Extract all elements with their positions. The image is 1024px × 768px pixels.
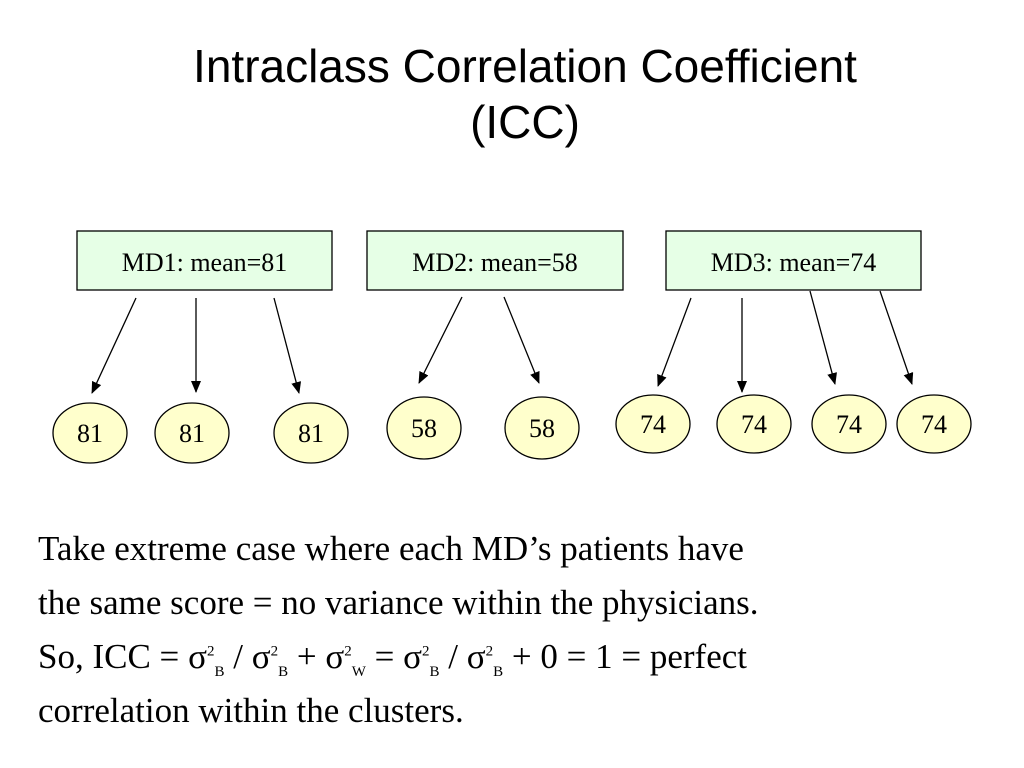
md1-patient-node (154, 402, 230, 464)
md3-patient-score: 74 (921, 410, 947, 439)
md1-patient-score: 81 (179, 419, 205, 448)
explanation-line-2: the same score = no variance within the … (38, 583, 759, 622)
md3-box (665, 230, 922, 291)
arrow-md3-4 (879, 290, 914, 385)
md3-patient-node (896, 394, 972, 454)
md3-patient-score: 74 (640, 410, 666, 439)
md1-patient-node (273, 402, 349, 464)
arrow-md3-3 (809, 290, 837, 385)
between-subscript: B (429, 664, 440, 680)
md2-patient-node (504, 396, 580, 460)
slide-title: Intraclass Correlation Coefficient (ICC) (0, 38, 1024, 150)
arrow-md1-1 (91, 297, 137, 394)
md1-patient-score: 81 (298, 419, 324, 448)
title-line-1: Intraclass Correlation Coefficient (193, 40, 857, 92)
between-subscript: B (493, 664, 504, 680)
md1-patient-score: 81 (77, 419, 103, 448)
md1-patient-node (52, 402, 128, 464)
icc-formula: So, ICC = σ2B / σ2B + σ2W = σ2B / σ2B + … (38, 630, 1018, 684)
md1-box-label: MD1: mean=81 (122, 248, 288, 277)
md2-patient-score: 58 (529, 414, 555, 443)
title-line-2: (ICC) (470, 96, 580, 148)
sigma-symbol: σ (325, 637, 345, 676)
plus-sign: + (288, 637, 326, 676)
arrow-md2-2 (503, 296, 540, 384)
squared-exponent: 2 (344, 643, 352, 660)
sigma-symbol: σ (466, 637, 486, 676)
division-sign: / (224, 637, 252, 676)
arrow-md2-1 (418, 296, 463, 384)
md3-patient-score: 74 (741, 410, 767, 439)
sigma-symbol: σ (251, 637, 271, 676)
division-sign: / (439, 637, 467, 676)
squared-exponent: 2 (422, 643, 430, 660)
md2-box-label: MD2: mean=58 (412, 248, 578, 277)
sigma-symbol: σ (188, 637, 207, 676)
explanation-line-4: correlation within the clusters. (38, 691, 464, 730)
squared-exponent: 2 (206, 643, 215, 660)
formula-suffix: + 0 = 1 = perfect (503, 637, 747, 676)
md3-patient-node (716, 394, 792, 454)
sigma-symbol: σ (403, 637, 422, 676)
arrow-md1-3 (273, 297, 302, 394)
between-subscript: B (278, 664, 289, 680)
md2-patient-node (386, 396, 462, 460)
explanation-text: Take extreme case where each MD’s patien… (38, 522, 1018, 738)
md3-patient-score: 74 (836, 410, 862, 439)
md2-box (366, 230, 624, 291)
within-subscript: W (351, 664, 366, 680)
equals-sign: = (365, 637, 404, 676)
squared-exponent: 2 (485, 643, 494, 660)
arrow-md3-1 (657, 297, 692, 387)
md3-box-label: MD3: mean=74 (711, 248, 877, 277)
between-subscript: B (214, 664, 225, 680)
md3-patient-node (811, 394, 887, 454)
md2-patient-score: 58 (411, 414, 437, 443)
formula-prefix: So, ICC = (38, 637, 189, 676)
squared-exponent: 2 (270, 643, 279, 660)
explanation-line-1: Take extreme case where each MD’s patien… (38, 529, 744, 568)
md3-patient-node (615, 394, 691, 454)
md1-box (76, 230, 333, 291)
